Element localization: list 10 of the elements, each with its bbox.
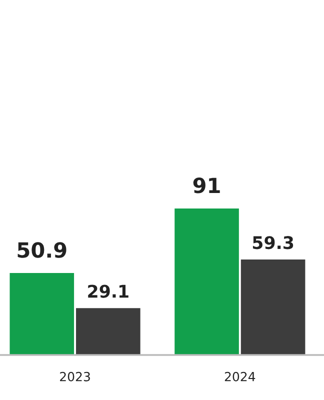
x-tick-label: 2024 <box>224 372 256 382</box>
data-label: 29.1 <box>88 284 128 298</box>
bar <box>76 308 140 355</box>
x-tick-label: 2023 <box>60 372 90 382</box>
data-label: 50.9 <box>18 242 66 258</box>
data-label: 91 <box>193 178 220 194</box>
data-label: 59.3 <box>252 236 294 250</box>
bar <box>10 273 74 355</box>
bar <box>240 260 306 355</box>
bar <box>174 208 239 355</box>
